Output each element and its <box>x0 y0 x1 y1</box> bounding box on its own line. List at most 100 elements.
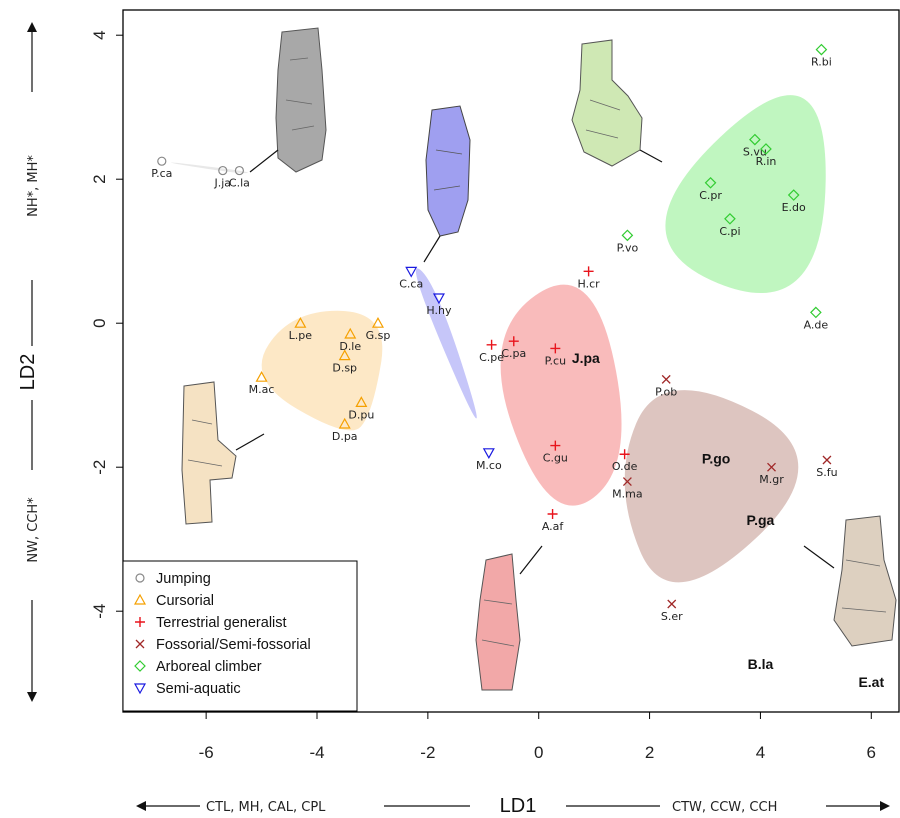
point-label: S.er <box>661 610 683 623</box>
legend-box <box>122 560 358 712</box>
point-label: C.ca <box>399 277 423 290</box>
data-point <box>583 266 594 277</box>
point-label: O.de <box>612 460 638 473</box>
x-axis-variables-positive: CTW, CCW, CCH <box>672 800 777 815</box>
y-tick-label: -4 <box>90 604 109 619</box>
bone-illustrations <box>181 27 897 691</box>
point-label: M.ma <box>612 488 642 501</box>
annotation-label: J.pa <box>572 350 600 366</box>
hull-terrestrial-generalist <box>500 284 622 506</box>
point-label: P.vo <box>617 241 639 254</box>
legend-marker <box>133 683 147 695</box>
legend-label: Cursorial <box>156 593 214 609</box>
y-tick-label: -2 <box>90 460 109 475</box>
data-point <box>486 339 497 350</box>
hull-cursorial <box>261 310 383 431</box>
point-label: D.sp <box>332 362 357 375</box>
data-point <box>704 176 717 189</box>
point-label: C.gu <box>543 452 568 465</box>
x-axis-variables-negative: CTL, MH, CAL, CPL <box>206 800 326 815</box>
x-tick-label: -4 <box>309 743 324 762</box>
point-label: D.pa <box>332 430 358 443</box>
bone-illustration-arboreal <box>571 39 663 167</box>
data-point <box>547 509 558 519</box>
data-point <box>621 229 634 242</box>
point-label: C.pa <box>501 347 526 360</box>
point-label: R.bi <box>811 56 832 69</box>
legend-marker <box>135 617 145 627</box>
data-point <box>815 43 828 56</box>
y-tick-label: 2 <box>90 174 109 183</box>
bold-annotations: J.pa P.go P.ga B.la E.at <box>572 350 885 690</box>
hull-arboreal-climber <box>665 95 826 294</box>
x-tick-label: 4 <box>756 743 765 762</box>
group-hulls <box>170 95 826 583</box>
annotation-label: B.la <box>748 656 774 672</box>
data-point <box>405 266 418 278</box>
point-label: M.gr <box>759 473 784 486</box>
data-point <box>294 316 307 328</box>
data-point <box>724 212 736 225</box>
data-point <box>255 370 268 382</box>
point-label: G.sp <box>366 329 391 342</box>
hull-jumping <box>170 162 249 174</box>
data-point <box>355 396 368 407</box>
y-axis-variables-negative: NW, CCH* <box>26 497 41 563</box>
data-point <box>767 462 776 472</box>
data-point <box>371 316 384 328</box>
point-label: P.ob <box>655 385 677 398</box>
bone-illustration-cursorial <box>181 381 265 525</box>
point-label: C.pe <box>479 351 504 364</box>
data-point <box>234 165 244 176</box>
legend-label: Terrestrial generalist <box>156 615 287 631</box>
point-label: C.la <box>229 177 250 190</box>
legend-marker <box>135 639 145 649</box>
data-point <box>338 417 351 429</box>
point-label: D.le <box>339 340 361 353</box>
point-label: D.pu <box>348 408 374 421</box>
data-point <box>749 133 761 146</box>
bone-illustration-semi-aquatic <box>423 105 471 263</box>
legend-label: Fossorial/Semi-fossorial <box>156 637 311 653</box>
x-tick-label: 6 <box>867 743 876 762</box>
data-point <box>482 448 495 460</box>
annotation-label: P.ga <box>747 512 775 528</box>
point-label: H.hy <box>426 304 452 317</box>
x-tick-label: -2 <box>420 743 435 762</box>
hull-fossorial-semi-fossorial <box>624 390 799 583</box>
data-point <box>667 599 677 609</box>
data-point <box>344 327 357 339</box>
data-point <box>550 343 561 354</box>
point-label: C.pi <box>719 225 740 238</box>
legend-label: Semi-aquatic <box>156 681 241 697</box>
plot-frame <box>122 9 900 713</box>
y-tick-label: 4 <box>90 30 109 39</box>
point-label: L.pe <box>289 329 313 342</box>
point-label: P.cu <box>545 354 566 367</box>
x-tick-label: 0 <box>534 743 543 762</box>
y-tick-label: 0 <box>90 318 109 327</box>
data-point <box>787 189 800 201</box>
data-points: P.ca J.jaC.la L.pe G.sp D.le D.sp M.ac D.pu D.pa… <box>151 43 838 623</box>
y-axis-ticks: 4 2 0 -2 -4 <box>90 30 123 619</box>
legend-label: Jumping <box>156 571 211 587</box>
y-axis-variables-positive: NH*, MH* <box>26 155 41 217</box>
data-point <box>622 477 632 487</box>
point-label: C.pr <box>699 189 722 202</box>
data-point <box>661 374 671 384</box>
point-label: M.co <box>476 459 502 472</box>
bone-illustration-terrestrial <box>475 545 543 691</box>
data-point <box>810 306 822 319</box>
data-point <box>822 455 832 465</box>
point-label: H.cr <box>578 277 601 290</box>
point-label: P.ca <box>151 167 172 180</box>
annotation-label: P.go <box>702 451 731 467</box>
data-point <box>508 336 519 347</box>
data-point <box>218 165 228 176</box>
point-label: R.in <box>756 155 777 168</box>
point-label: E.do <box>782 201 806 214</box>
bone-illustration-jumping <box>249 27 327 173</box>
legend-label: Arboreal climber <box>156 659 262 675</box>
point-label: S.fu <box>816 466 837 479</box>
